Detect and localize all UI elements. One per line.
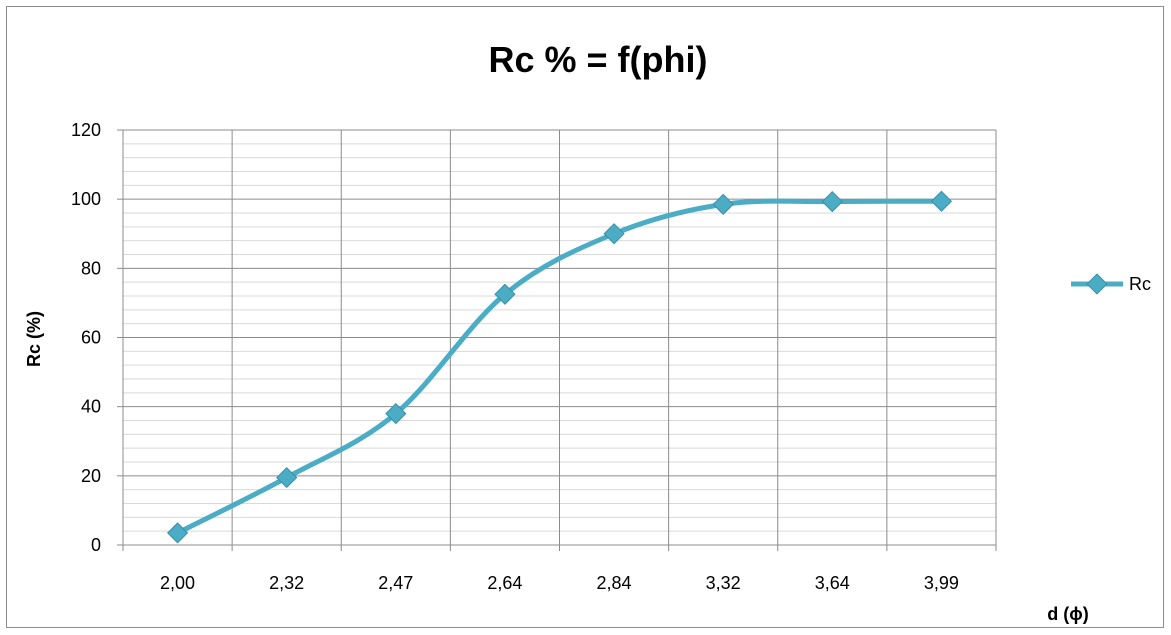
legend-label: Rc (1129, 274, 1151, 294)
x-tick-label: 2,47 (378, 573, 413, 593)
axes (117, 129, 997, 551)
data-point-marker (385, 402, 407, 425)
y-tick-labels: 0 20 40 60 80 100 120 (71, 120, 101, 555)
data-point-marker (712, 193, 734, 215)
y-tick-label: 100 (71, 189, 101, 209)
x-tick-label: 3,32 (706, 573, 741, 593)
x-tick-labels: 2,00 2,32 2,47 2,64 2,84 3,32 3,64 3,99 (160, 573, 959, 593)
y-axis-title: Rc (%) (24, 311, 44, 367)
x-axis-title: d (ϕ) (1047, 604, 1088, 624)
y-tick-label: 120 (71, 120, 101, 140)
y-tick-label: 20 (81, 466, 101, 486)
x-tick-label: 2,64 (487, 573, 522, 593)
x-tick-label: 3,99 (924, 573, 959, 593)
y-tick-label: 80 (81, 258, 101, 278)
series-layer (166, 190, 953, 544)
y-tick-label: 40 (81, 397, 101, 417)
y-tick-label: 0 (91, 535, 101, 555)
legend[interactable]: Rc (1071, 273, 1151, 295)
data-point-marker (276, 466, 298, 489)
data-point-marker (166, 522, 189, 544)
chart-title: Rc % = f(phi) (488, 39, 707, 80)
x-tick-label: 3,64 (815, 573, 850, 593)
y-tick-label: 60 (81, 328, 101, 348)
data-point-marker (930, 190, 953, 212)
x-tick-label: 2,00 (160, 573, 195, 593)
series-line-rc (175, 198, 944, 536)
legend-marker (1086, 273, 1108, 295)
x-tick-label: 2,84 (597, 573, 632, 593)
data-point-marker (494, 283, 516, 305)
data-point-marker (821, 190, 843, 213)
x-tick-label: 2,32 (269, 573, 304, 593)
data-point-marker (603, 223, 625, 245)
